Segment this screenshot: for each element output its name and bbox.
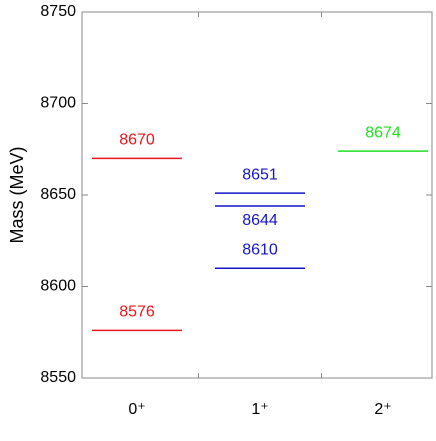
level-label: 8670 (119, 132, 155, 149)
y-tick-label: 8750 (40, 3, 76, 20)
y-tick-label: 8550 (40, 369, 76, 386)
y-tick-label: 8600 (40, 278, 76, 295)
x-tick-label: 1⁺ (251, 401, 268, 418)
level-label: 8674 (365, 124, 401, 141)
y-axis-label: Mass (MeV) (7, 146, 27, 243)
y-tick-label: 8700 (40, 95, 76, 112)
level-label: 8651 (242, 166, 278, 183)
level-label: 8576 (119, 304, 155, 321)
plot-frame (81, 11, 433, 379)
level-label: 8610 (242, 241, 278, 258)
x-tick-label: 0⁺ (128, 401, 145, 418)
level-label: 8644 (242, 212, 278, 229)
y-tick-label: 8650 (40, 186, 76, 203)
x-tick-label: 2⁺ (374, 401, 391, 418)
